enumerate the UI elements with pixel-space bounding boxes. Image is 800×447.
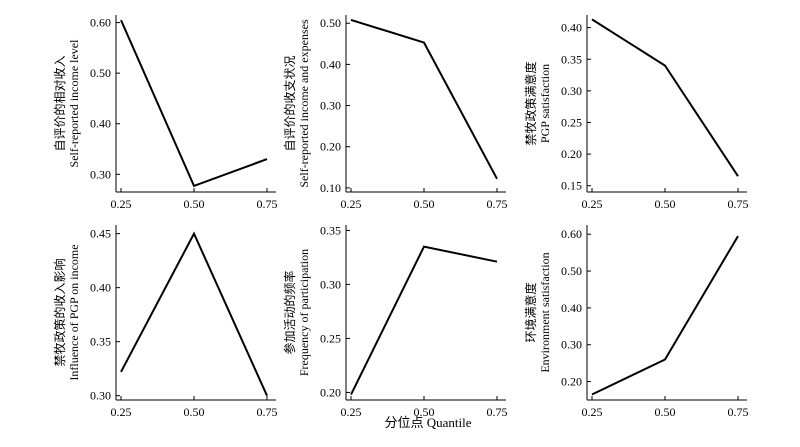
panel-3-y-tick-label: 0.15: [561, 179, 582, 193]
panel-5-x-tick-label: 0.25: [341, 405, 362, 419]
panel-6-y-tick-label: 0.40: [561, 301, 582, 315]
panel-3-x-tick-label: 0.75: [728, 197, 749, 211]
panel-5-data-point: [496, 261, 498, 263]
panel-6-data-point: [664, 358, 666, 360]
panel-1-x-tick-label: 0.75: [257, 197, 278, 211]
panel-3-series-line: [591, 18, 739, 177]
panel-4-y-label-zh: 禁牧政策的收入影响: [52, 258, 67, 366]
panel-5-data-point: [423, 246, 425, 248]
panel-6-y-tick-label: 0.20: [561, 375, 582, 389]
panel-5-y-tick-label: 0.30: [320, 277, 341, 291]
panel-6-y-tick-label: 0.30: [561, 338, 582, 352]
panel-2-x-tick-label: 0.25: [341, 197, 362, 211]
panel-5-x-tick-label: 0.75: [487, 405, 508, 419]
panel-1-y-tick-label: 0.30: [90, 167, 111, 181]
panel-2-y-tick-label: 0.50: [320, 16, 341, 30]
panel-4-y-label-en: Influence of PGP on income: [67, 244, 81, 380]
panel-6-data-point: [737, 235, 739, 237]
panel-1-x-tick-label: 0.50: [184, 197, 205, 211]
panel-3-y-tick-label: 0.35: [561, 52, 582, 66]
panel-2-data-point: [350, 19, 352, 21]
panel-5-x-tick-label: 0.50: [414, 405, 435, 419]
panel-4-data-point: [266, 395, 268, 397]
panel-4-x-tick-label: 0.75: [257, 405, 278, 419]
panel-3-x-tick-label: 0.50: [655, 197, 676, 211]
panel-5-y-tick-label: 0.20: [320, 385, 341, 399]
panel-1-data-point: [120, 19, 122, 21]
panel-1-y-label-zh: 自评价的相对收入: [52, 55, 67, 151]
panel-6-x-tick-label: 0.25: [582, 405, 603, 419]
panel-3-data-point: [664, 65, 666, 67]
panel-2-x-tick-label: 0.75: [487, 197, 508, 211]
panel-3-y-tick-label: 0.25: [561, 115, 582, 129]
panel-6-y-tick-label: 0.50: [561, 264, 582, 278]
panel-2-y-tick-label: 0.40: [320, 57, 341, 71]
panel-6-y-tick-label: 0.60: [561, 227, 582, 241]
panel-3-data-point: [591, 18, 593, 20]
panel-6-y-label-zh: 环境满意度: [523, 282, 538, 342]
panel-2-y-label-en: Self-reported income and expenses: [297, 19, 311, 188]
x-axis-label: 分位点 Quantile: [384, 415, 471, 430]
panel-4-y-tick-label: 0.35: [90, 335, 111, 349]
panel-4-y-tick-label: 0.30: [90, 389, 111, 403]
panel-5-y-tick-label: 0.35: [320, 223, 341, 237]
panel-3-data-point: [737, 175, 739, 177]
panel-4-data-point: [193, 233, 195, 235]
panel-1-y-tick-label: 0.40: [90, 117, 111, 131]
panel-5-data-point: [350, 394, 352, 396]
panel-4-data-point: [120, 371, 122, 373]
panel-3-y-tick-label: 0.30: [561, 84, 582, 98]
panel-1-y-tick-label: 0.50: [90, 66, 111, 80]
panel-4-x-tick-label: 0.50: [184, 405, 205, 419]
panel-3-y-label-en: PGP satisfaction: [538, 64, 552, 143]
panel-2-data-point: [496, 178, 498, 180]
panel-3-y-tick-label: 0.40: [561, 21, 582, 35]
panel-2-y-tick-label: 0.10: [320, 181, 341, 195]
panel-1-y-label-en: Self-reported income level: [67, 39, 81, 168]
panel-2-series-line: [350, 18, 498, 180]
panel-2-y-tick-label: 0.20: [320, 140, 341, 154]
panel-6-y-label-en: Environment satisfaction: [538, 252, 552, 372]
panel-4-y-tick-label: 0.45: [90, 227, 111, 241]
panel-3-x-tick-label: 0.25: [582, 197, 603, 211]
panel-1-y-tick-label: 0.60: [90, 16, 111, 30]
panel-1-data-point: [266, 158, 268, 160]
panel-2-y-tick-label: 0.30: [320, 99, 341, 113]
panel-1-x-tick-label: 0.25: [111, 197, 132, 211]
panel-6-series-line: [591, 235, 739, 396]
panel-5-y-label-zh: 参加活动的频率: [282, 270, 297, 354]
panel-1-series-line: [120, 19, 268, 188]
panel-5-y-label-en: Frequency of participation: [297, 249, 311, 376]
panel-5-y-tick-label: 0.25: [320, 331, 341, 345]
panel-5-series-line: [350, 245, 498, 396]
panel-6-x-tick-label: 0.75: [728, 405, 749, 419]
panel-3-y-tick-label: 0.20: [561, 147, 582, 161]
panel-2-x-tick-label: 0.50: [414, 197, 435, 211]
panel-4-x-tick-label: 0.25: [111, 405, 132, 419]
panel-6-x-tick-label: 0.50: [655, 405, 676, 419]
panel-2-data-point: [423, 42, 425, 44]
panel-4-y-tick-label: 0.40: [90, 281, 111, 295]
panel-1-data-point: [193, 185, 195, 187]
panel-2-y-label-zh: 自评价的收支状况: [282, 55, 297, 151]
panel-6-data-point: [591, 393, 593, 395]
panel-3-y-label-zh: 禁牧政策满意度: [523, 61, 538, 145]
panel-4-series-line: [120, 231, 268, 397]
